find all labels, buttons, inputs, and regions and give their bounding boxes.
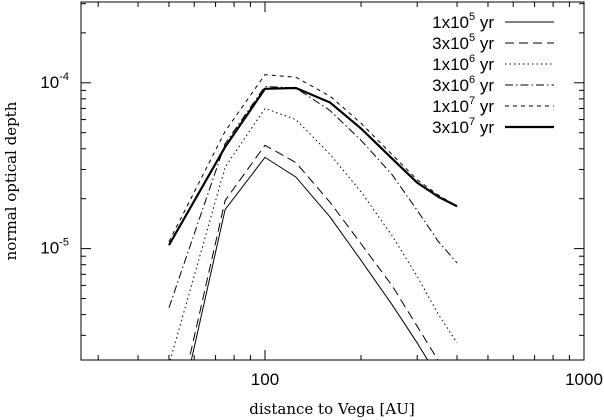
legend-label-5: 1x107 yr: [432, 95, 494, 116]
series-line-5: [168, 74, 458, 242]
series-line-3: [169, 107, 458, 360]
legend-label-1: 1x105 yr: [432, 11, 494, 32]
x-tick-label: 100: [251, 370, 279, 389]
plot-frame: [80, 1, 585, 361]
series-line-4: [168, 85, 458, 308]
x-axis-label: distance to Vega [AU]: [249, 400, 414, 418]
y-tick-label: 10-4: [40, 71, 69, 92]
axis-ticks: [81, 2, 585, 360]
y-axis-label: normal optical depth: [2, 101, 20, 260]
series-line-2: [188, 144, 439, 360]
y-tick-label: 10-5: [40, 237, 69, 258]
legend-label-6: 3x107 yr: [432, 116, 494, 137]
series-lines: [168, 74, 458, 360]
x-tick-label: 1000: [565, 370, 603, 389]
series-line-6: [168, 86, 458, 246]
legend-label-4: 3x106 yr: [432, 74, 494, 95]
legend-label-3: 1x106 yr: [432, 53, 494, 74]
legend-label-2: 3x105 yr: [432, 32, 494, 53]
series-line-1: [190, 156, 429, 360]
tick-labels: 100 1000 10-5 10-4: [40, 71, 603, 389]
